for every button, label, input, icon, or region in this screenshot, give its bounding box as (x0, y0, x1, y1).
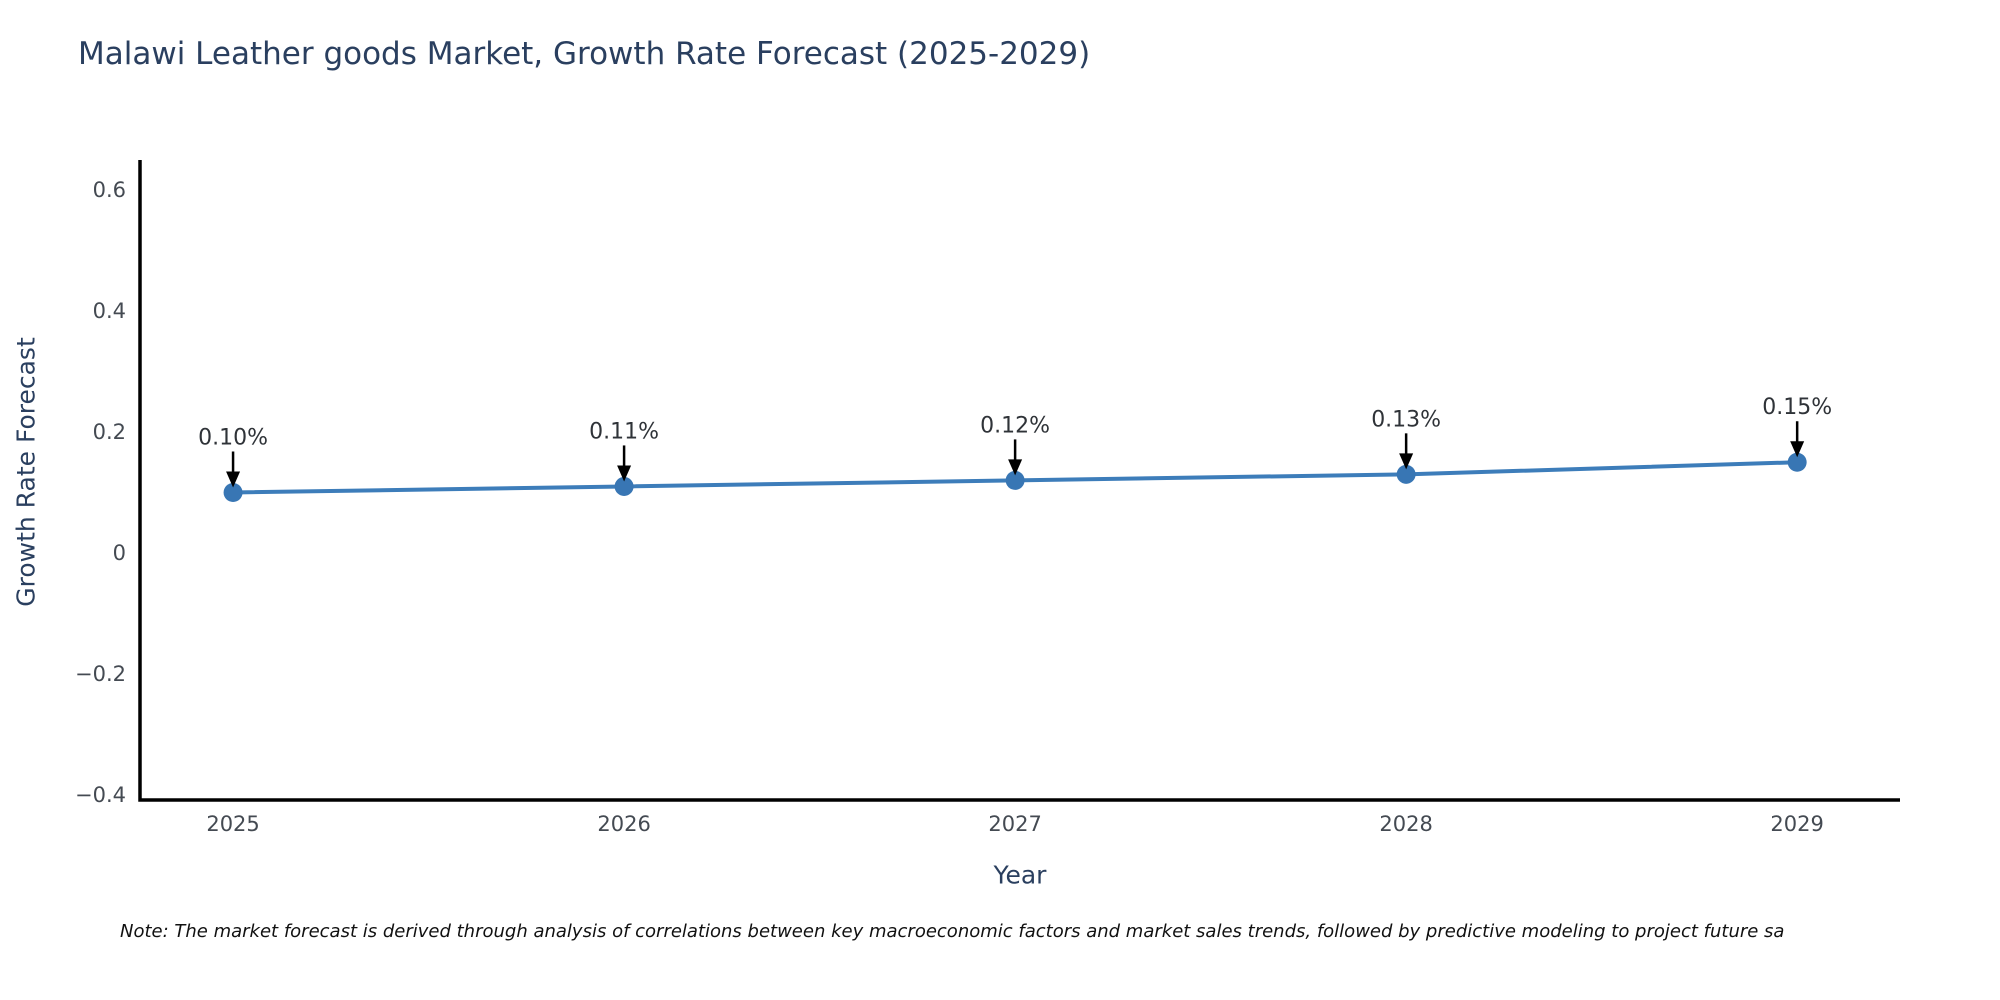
point-label-2028: 0.13% (1371, 407, 1441, 432)
x-axis-title: Year (993, 860, 1047, 890)
axis-spines (138, 160, 1900, 802)
x-tick-label-2026: 2026 (597, 812, 650, 836)
x-tick-label-2028: 2028 (1379, 812, 1432, 836)
point-label-2026: 0.11% (589, 419, 659, 444)
annotation-arrow-head-2028 (1399, 453, 1414, 470)
chart-title: Malawi Leather goods Market, Growth Rate… (78, 36, 1091, 72)
data-point-2028 (1396, 464, 1416, 484)
annotation-arrow-head-2029 (1790, 441, 1805, 458)
annotation-arrow-head-2026 (617, 465, 632, 482)
y-tick-label-−0.4: −0.4 (75, 783, 126, 807)
y-tick-label-0.2: 0.2 (93, 420, 126, 444)
y-tick-label-0.4: 0.4 (93, 299, 126, 323)
annotation-arrow-head-2025 (226, 471, 241, 488)
data-point-2029 (1787, 452, 1807, 472)
y-tick-label-0.6: 0.6 (93, 178, 126, 202)
point-label-2029: 0.15% (1762, 395, 1832, 420)
data-point-2026 (614, 476, 634, 496)
footnote: Note: The market forecast is derived thr… (120, 921, 1785, 942)
x-tick-label-2029: 2029 (1770, 812, 1823, 836)
annotation-arrow-head-2027 (1008, 459, 1023, 476)
point-label-2027: 0.12% (980, 413, 1050, 438)
data-point-2025 (223, 482, 243, 502)
x-tick-label-2027: 2027 (988, 812, 1041, 836)
x-tick-label-2025: 2025 (206, 812, 259, 836)
point-label-2025: 0.10% (198, 425, 268, 450)
y-tick-label-−0.2: −0.2 (75, 662, 126, 686)
data-point-2027 (1005, 470, 1025, 490)
y-tick-label-0: 0 (113, 541, 126, 565)
